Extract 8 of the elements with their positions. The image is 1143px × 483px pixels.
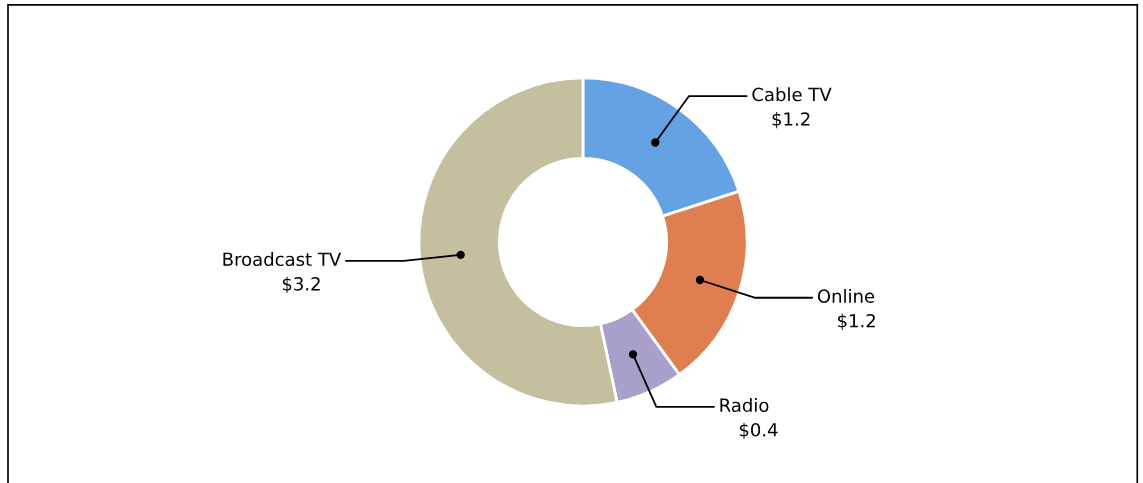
slice-label: Cable TV [752, 87, 832, 102]
slice-label: Radio [720, 398, 769, 413]
data-label: $3.2 [282, 276, 320, 294]
slice-label: Online [817, 288, 875, 303]
data-label: $1.2 [772, 111, 810, 129]
data-label: $1.2 [838, 313, 875, 330]
slice-label: Broadcast TV [223, 252, 342, 267]
data-label: $0.4 [739, 422, 778, 440]
